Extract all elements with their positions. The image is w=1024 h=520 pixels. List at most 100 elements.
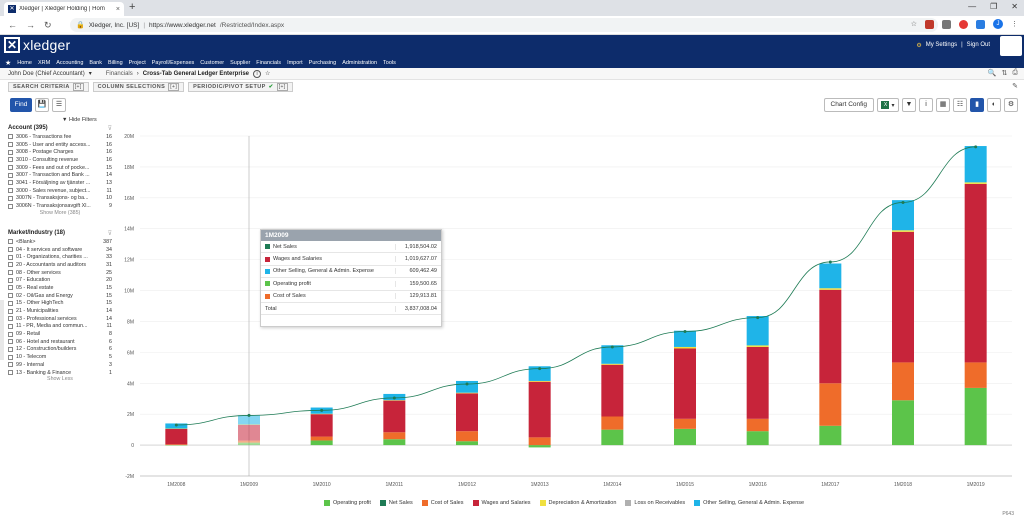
filter-option[interactable]: 99 - Internal 3: [8, 361, 112, 369]
line-point[interactable]: [538, 367, 542, 371]
checkbox[interactable]: [8, 316, 13, 322]
bar-segment[interactable]: [528, 381, 551, 438]
bar-segment[interactable]: [819, 288, 842, 290]
export-excel-button[interactable]: X ▾: [877, 98, 899, 112]
search-icon[interactable]: 🔍: [987, 70, 997, 77]
chart-view-button[interactable]: ▮: [970, 98, 984, 112]
bar-segment[interactable]: [528, 437, 551, 446]
menu-item[interactable]: Bank: [89, 59, 102, 66]
line-point[interactable]: [683, 330, 687, 333]
bar-segment[interactable]: [746, 418, 769, 432]
filter-option[interactable]: 09 - Retail 8: [8, 330, 112, 338]
filter-option[interactable]: 3006N - Transaksjonsavgift Xl... 9: [8, 202, 112, 210]
filter-option[interactable]: 3041 - Försäljning av tjänster ... 13: [8, 179, 112, 187]
chart-config-button[interactable]: Chart Config: [823, 98, 874, 112]
edit-icon[interactable]: ✎: [1012, 83, 1018, 90]
bar-segment[interactable]: [456, 380, 478, 393]
my-settings-link[interactable]: My Settings: [925, 42, 958, 48]
menu-item[interactable]: Customer: [200, 59, 225, 66]
close-tab-icon[interactable]: ×: [115, 5, 120, 13]
line-point[interactable]: [828, 260, 832, 264]
checkbox[interactable]: [8, 293, 13, 299]
bar-segment[interactable]: [528, 380, 551, 382]
bar-segment[interactable]: [746, 431, 769, 446]
back-icon[interactable]: ←: [8, 19, 17, 30]
checkbox[interactable]: [8, 254, 13, 260]
checkbox[interactable]: [8, 308, 13, 314]
legend-item[interactable]: Loss on Receivables: [625, 500, 685, 506]
xledger-logo[interactable]: ✕ xledger: [4, 37, 70, 53]
show-more-link[interactable]: Show More (385): [39, 209, 81, 216]
info-icon[interactable]: i: [253, 69, 262, 78]
bar-segment[interactable]: [456, 441, 478, 446]
checkbox[interactable]: [8, 346, 13, 352]
line-point[interactable]: [465, 382, 469, 386]
legend-item[interactable]: Wages and Salaries: [472, 500, 531, 506]
close-window-icon[interactable]: ✕: [1011, 2, 1018, 11]
bar-segment[interactable]: [310, 414, 333, 437]
bar-segment[interactable]: [383, 432, 406, 440]
checkbox[interactable]: [8, 247, 13, 253]
bar-segment[interactable]: [819, 425, 842, 446]
filter-option[interactable]: 07 - Education 20: [8, 276, 112, 284]
menu-item[interactable]: Administration: [342, 59, 378, 66]
pin-icon[interactable]: ⇅: [1001, 70, 1008, 77]
checkbox[interactable]: [8, 134, 13, 140]
checkbox[interactable]: [8, 270, 13, 276]
filter-option[interactable]: 3009 - Fees and out of pocke... 15: [8, 164, 112, 172]
bar-segment[interactable]: [819, 383, 842, 426]
line-point[interactable]: [392, 396, 396, 400]
bar-segment[interactable]: [964, 183, 987, 363]
bar-segment[interactable]: [456, 431, 478, 442]
column-selections-toggle[interactable]: COLUMN SELECTIONS [+]: [92, 82, 185, 92]
menu-item[interactable]: Home: [17, 59, 32, 66]
filter-option[interactable]: 21 - Municipalities 14: [8, 307, 112, 315]
legend-item[interactable]: Operating profit: [324, 500, 371, 506]
breadcrumb-section[interactable]: Financials: [105, 70, 133, 77]
filter-option[interactable]: 03 - Professional services 14: [8, 315, 112, 323]
extension-red-icon[interactable]: [925, 19, 934, 29]
legend-item[interactable]: Depreciation & Amortization: [539, 500, 616, 506]
bar-segment[interactable]: [964, 146, 987, 183]
filter-option[interactable]: 3000 - Sales revenue, subject... 11: [8, 187, 112, 195]
filter-icon[interactable]: ⊽: [107, 231, 112, 237]
filter-option[interactable]: 13 - Banking & Finance 1: [8, 369, 112, 377]
checkbox[interactable]: [8, 277, 13, 283]
filter-option[interactable]: 3005 - User and entity access... 16: [8, 141, 112, 149]
bar-segment[interactable]: [892, 230, 914, 232]
extension-grey-icon[interactable]: [942, 19, 951, 29]
sign-out-link[interactable]: Sign Out: [966, 42, 990, 48]
menu-item[interactable]: Purchasing: [308, 59, 337, 66]
checkbox[interactable]: [8, 339, 13, 345]
bar-segment[interactable]: [528, 445, 551, 448]
bar-segment[interactable]: [819, 289, 842, 384]
menu-item[interactable]: Tools: [383, 59, 396, 66]
menu-item[interactable]: Billing: [107, 59, 123, 66]
list-view-button[interactable]: ☰: [52, 98, 66, 112]
bar-segment[interactable]: [892, 362, 914, 401]
line-point[interactable]: [974, 145, 978, 149]
filter-option[interactable]: 3007N - Transaksjons- og ba... 10: [8, 195, 112, 203]
filter-option[interactable]: 3010 - Consulting revenue 16: [8, 156, 112, 164]
checkbox[interactable]: [8, 188, 13, 194]
bar-segment[interactable]: [601, 429, 624, 446]
checkbox[interactable]: [8, 195, 13, 201]
bar-segment[interactable]: [238, 442, 260, 446]
favorites-star-icon[interactable]: ★: [5, 59, 12, 67]
save-button[interactable]: 💾: [35, 98, 49, 112]
checkbox[interactable]: [8, 157, 13, 163]
menu-item[interactable]: Project: [128, 59, 146, 66]
new-tab-icon[interactable]: +: [129, 1, 136, 13]
checkbox[interactable]: [8, 239, 13, 245]
chevron-down-icon[interactable]: ▾: [88, 71, 92, 77]
profile-avatar[interactable]: J: [993, 19, 1003, 29]
menu-item[interactable]: Supplier: [230, 59, 251, 66]
bar-segment[interactable]: [746, 316, 769, 346]
bar-segment[interactable]: [746, 345, 769, 347]
reload-icon[interactable]: ↻: [44, 19, 52, 30]
checkbox[interactable]: [8, 149, 13, 155]
bar-segment[interactable]: [746, 346, 769, 419]
browser-menu-icon[interactable]: ⋮: [1011, 21, 1018, 28]
menu-item[interactable]: Import: [287, 59, 303, 66]
panel-resize-handle[interactable]: [0, 300, 4, 360]
